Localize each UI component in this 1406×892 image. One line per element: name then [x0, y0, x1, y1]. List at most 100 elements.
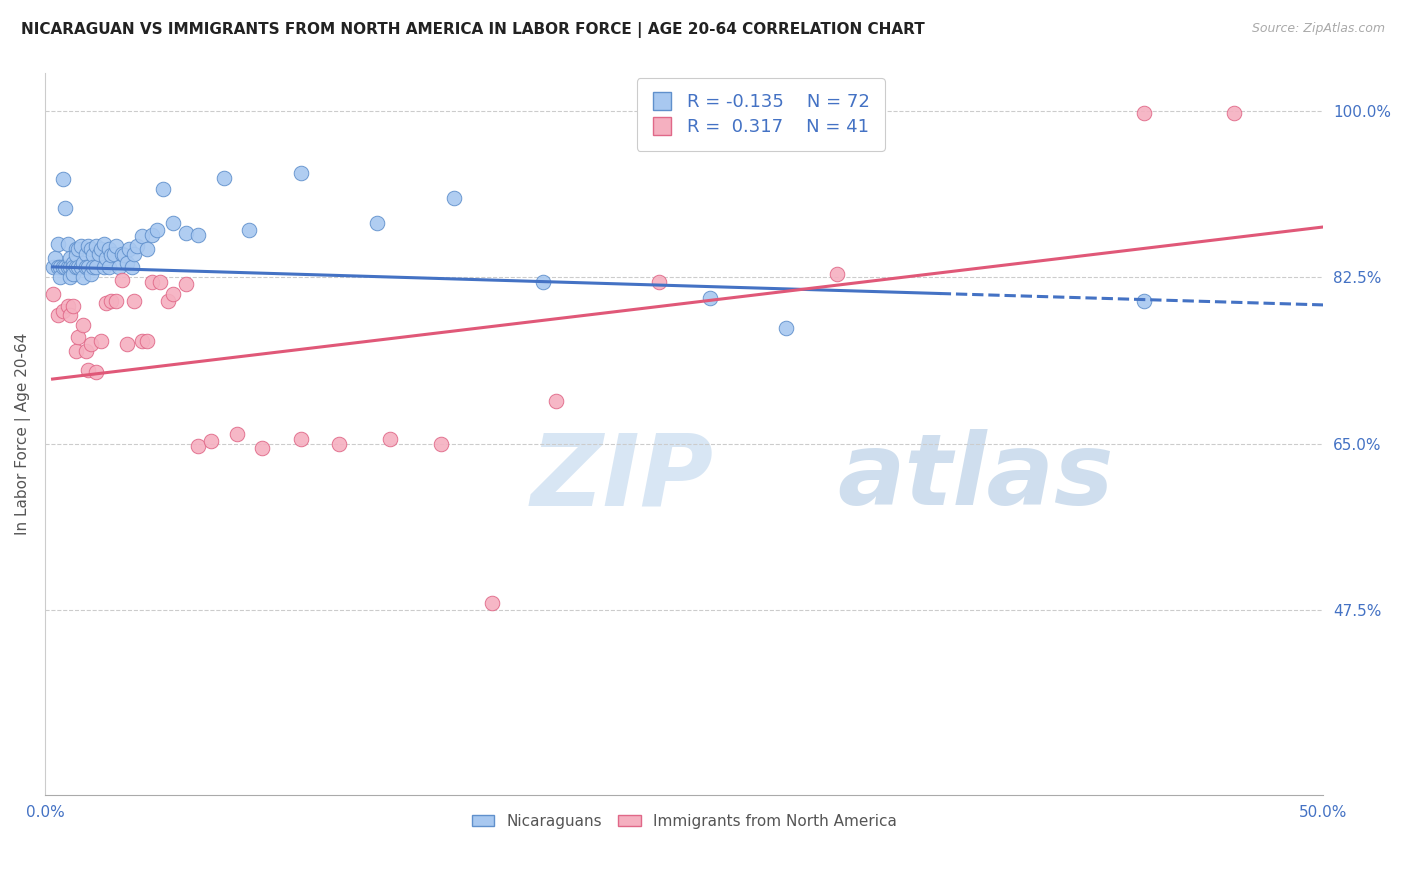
Point: [1133, 106, 1156, 120]
Point: [699, 291, 721, 305]
Point: [115, 337, 138, 351]
Text: Source: ZipAtlas.com: Source: ZipAtlas.com: [1251, 22, 1385, 36]
Point: [238, 223, 260, 237]
Point: [96, 252, 118, 266]
Point: [174, 226, 197, 240]
Point: [84, 365, 107, 379]
Legend: Nicaraguans, Immigrants from North America: Nicaraguans, Immigrants from North Ameri…: [465, 807, 903, 835]
Point: [647, 275, 669, 289]
Point: [131, 334, 153, 348]
Point: [80, 242, 103, 256]
Point: [290, 166, 312, 180]
Point: [67, 330, 90, 344]
Point: [443, 191, 465, 205]
Point: [115, 256, 138, 270]
Point: [328, 436, 350, 450]
Point: [87, 246, 110, 260]
Point: [82, 248, 104, 262]
Point: [72, 256, 94, 270]
Point: [162, 286, 184, 301]
Text: NICARAGUAN VS IMMIGRANTS FROM NORTH AMERICA IN LABOR FORCE | AGE 20-64 CORRELATI: NICARAGUAN VS IMMIGRANTS FROM NORTH AMER…: [21, 22, 925, 38]
Point: [290, 432, 312, 446]
Text: atlas: atlas: [838, 429, 1114, 526]
Point: [77, 239, 100, 253]
Point: [56, 299, 79, 313]
Point: [41, 260, 63, 274]
Point: [67, 242, 90, 256]
Point: [59, 252, 82, 266]
Point: [65, 248, 87, 262]
Point: [52, 260, 75, 274]
Point: [174, 277, 197, 291]
Point: [97, 242, 120, 256]
Point: [72, 318, 94, 332]
Point: [775, 320, 797, 334]
Point: [187, 439, 209, 453]
Point: [146, 223, 169, 237]
Point: [187, 227, 209, 242]
Point: [80, 337, 103, 351]
Point: [44, 252, 66, 266]
Point: [93, 260, 115, 274]
Point: [1223, 106, 1246, 120]
Point: [481, 596, 503, 610]
Point: [112, 248, 135, 262]
Point: [152, 182, 174, 196]
Point: [110, 273, 132, 287]
Point: [77, 362, 100, 376]
Point: [156, 294, 179, 309]
Point: [62, 260, 84, 274]
Point: [65, 242, 87, 256]
Point: [378, 432, 401, 446]
Point: [72, 270, 94, 285]
Point: [1133, 294, 1156, 309]
Point: [125, 239, 148, 253]
Point: [49, 270, 72, 285]
Point: [97, 260, 120, 274]
Point: [827, 268, 849, 282]
Point: [103, 246, 125, 260]
Point: [62, 256, 84, 270]
Point: [366, 216, 388, 230]
Point: [141, 227, 163, 242]
Point: [100, 294, 122, 309]
Point: [149, 275, 172, 289]
Point: [75, 246, 97, 260]
Point: [46, 260, 69, 274]
Y-axis label: In Labor Force | Age 20-64: In Labor Force | Age 20-64: [15, 333, 31, 535]
Point: [105, 294, 128, 309]
Point: [56, 260, 79, 274]
Point: [53, 201, 76, 215]
Point: [121, 260, 143, 274]
Point: [46, 237, 69, 252]
Point: [67, 260, 90, 274]
Point: [59, 270, 82, 285]
Point: [212, 170, 235, 185]
Point: [65, 343, 87, 358]
Point: [136, 242, 159, 256]
Point: [69, 260, 91, 274]
Point: [136, 334, 159, 348]
Point: [162, 216, 184, 230]
Point: [124, 294, 146, 309]
Point: [108, 260, 131, 274]
Point: [53, 260, 76, 274]
Point: [80, 268, 103, 282]
Point: [533, 275, 555, 289]
Point: [84, 260, 107, 274]
Point: [546, 393, 568, 408]
Point: [93, 237, 115, 252]
Point: [69, 239, 91, 253]
Point: [200, 434, 222, 448]
Point: [49, 260, 72, 274]
Point: [62, 299, 84, 313]
Point: [118, 242, 141, 256]
Text: ZIP: ZIP: [530, 429, 714, 526]
Point: [250, 442, 273, 456]
Point: [82, 260, 104, 274]
Point: [84, 239, 107, 253]
Point: [59, 309, 82, 323]
Point: [41, 286, 63, 301]
Point: [59, 260, 82, 274]
Point: [52, 303, 75, 318]
